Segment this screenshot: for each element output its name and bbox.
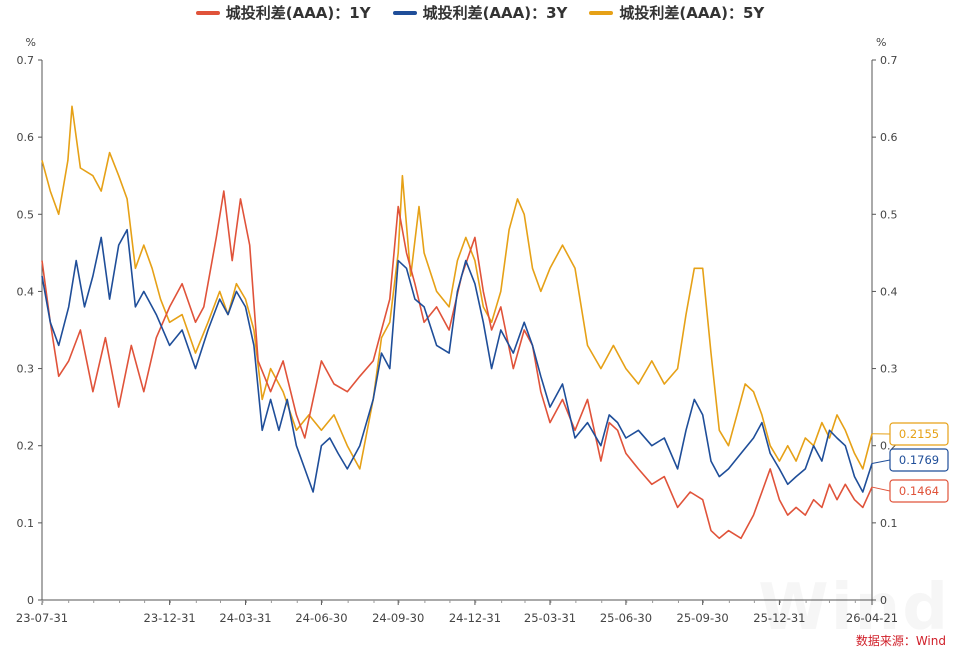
y-tick-label-left: 0.1	[17, 517, 35, 530]
x-tick-label: 23-12-31	[144, 611, 196, 625]
x-tick-label: 24-03-31	[219, 611, 271, 625]
legend-item-1y[interactable]: 城投利差(AAA)：1Y	[195, 2, 371, 23]
y-unit-left: %	[26, 36, 36, 49]
legend-swatch-1y	[195, 10, 220, 15]
legend-label-1y: 城投利差(AAA)：1Y	[225, 4, 371, 22]
legend-item-5y[interactable]: 城投利差(AAA)：5Y	[589, 2, 764, 23]
end-label-box-5y	[889, 422, 949, 446]
x-tick-label: 25-12-31	[753, 611, 805, 625]
y-tick-label-right: 0.3	[880, 363, 898, 376]
end-label-box-1y	[889, 479, 949, 503]
y-tick-label-right: 0.5	[880, 208, 898, 221]
legend-swatch-5y	[589, 10, 614, 15]
legend-item-3y[interactable]: 城投利差(AAA)：3Y	[392, 2, 568, 23]
y-tick-label-left: 0	[27, 594, 34, 607]
x-tick-label: 24-06-30	[295, 611, 347, 625]
y-tick-label-left: 0.6	[17, 131, 35, 144]
y-tick-label-right: 0.1	[880, 517, 898, 530]
end-label-5y: 0.2155	[899, 427, 939, 441]
y-tick-label-left: 0.5	[17, 208, 35, 221]
end-label-connector-1y	[871, 486, 891, 492]
y-tick-label-left: 0.7	[17, 54, 35, 67]
end-label-connector-3y	[871, 459, 891, 465]
series-line-5y	[41, 105, 873, 470]
series-line-1y	[41, 190, 873, 540]
x-tick-label: 24-12-31	[449, 611, 501, 625]
y-tick-label-right: 0.6	[880, 131, 898, 144]
y-tick-label-right: 0.4	[880, 285, 898, 298]
legend-label-3y: 城投利差(AAA)：3Y	[422, 4, 568, 22]
y-tick-label-right: 0	[880, 594, 887, 607]
legend-label-5y: 城投利差(AAA)：5Y	[619, 4, 765, 22]
legend: 城投利差(AAA)：1Y 城投利差(AAA)：3Y 城投利差(AAA)：5Y	[0, 2, 960, 23]
y-tick-label-left: 0.2	[17, 440, 35, 453]
x-tick-label: 23-07-31	[16, 611, 68, 625]
y-tick-label-right: 0.7	[880, 54, 898, 67]
x-tick-label: 25-03-31	[524, 611, 576, 625]
end-label-3y: 0.1769	[899, 453, 939, 467]
end-label-1y: 0.1464	[899, 484, 939, 498]
legend-swatch-3y	[392, 10, 417, 15]
x-tick-label: 24-09-30	[372, 611, 424, 625]
end-label-box-3y	[889, 448, 949, 472]
data-source: 数据来源：Wind	[855, 634, 946, 648]
x-tick-label: 25-06-30	[600, 611, 652, 625]
y-unit-right: %	[876, 36, 886, 49]
y-tick-label-left: 0.3	[17, 363, 35, 376]
y-tick-label-left: 0.4	[17, 285, 35, 298]
x-tick-label: 26-04-21	[846, 611, 898, 625]
x-tick-label: 25-09-30	[677, 611, 729, 625]
series-line-3y	[41, 228, 873, 493]
